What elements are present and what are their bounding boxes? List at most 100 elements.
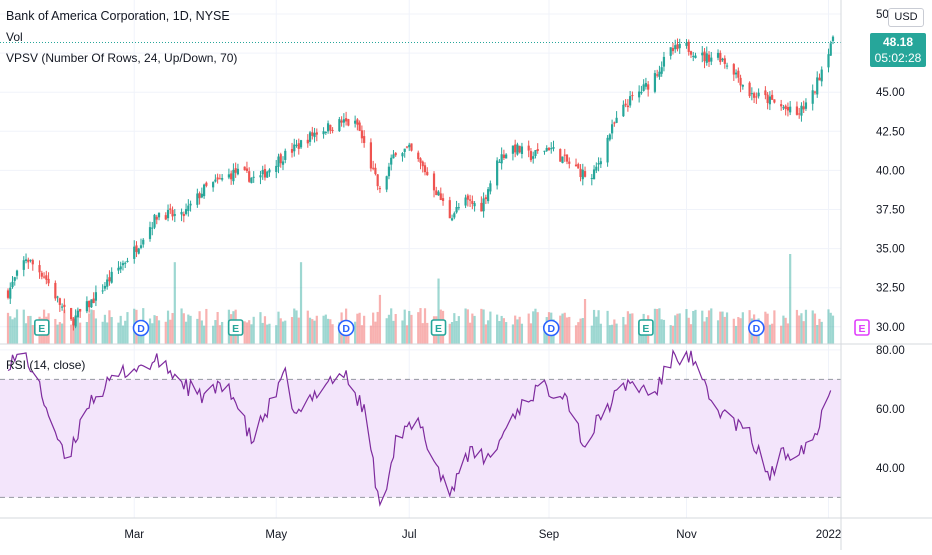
candle-body [498, 161, 501, 163]
candle-body [308, 132, 312, 142]
volume-bar [426, 322, 429, 344]
symbol-legend[interactable]: Bank of America Corporation, 1D, NYSE [6, 9, 230, 23]
volume-bar [716, 320, 720, 344]
candle-body [423, 165, 427, 173]
volume-bar [372, 312, 375, 344]
volume-bar [27, 315, 30, 344]
volume-bar [608, 325, 611, 344]
candle-body [496, 160, 499, 186]
rsi-tick-label: 80.00 [876, 345, 905, 357]
candle-body [24, 259, 28, 261]
candle-body [374, 167, 377, 175]
volume-bar [516, 319, 519, 344]
candle-body [58, 298, 61, 305]
candle-body [390, 157, 393, 165]
volume-bar [326, 318, 330, 344]
dividend-marker[interactable] [748, 319, 765, 337]
candle-body [764, 90, 767, 96]
candle-body [565, 154, 569, 162]
time-tick-label: May [265, 529, 287, 541]
candle-body [297, 143, 300, 149]
candle-body [795, 106, 799, 115]
rsi-tick-label: 60.00 [876, 404, 905, 416]
candle-body [811, 90, 814, 104]
price-tick-label: 45.00 [876, 87, 905, 99]
candle-body [468, 199, 472, 201]
candle-body [658, 71, 661, 77]
dividend-marker[interactable] [542, 319, 560, 337]
candle-body [205, 182, 208, 186]
candle-body [599, 161, 602, 165]
candle-body [723, 58, 726, 64]
candle-body [471, 200, 474, 204]
volume-bar [498, 321, 501, 344]
candle-body [710, 57, 713, 62]
volume-bar [184, 321, 188, 344]
candle-body [137, 248, 140, 254]
volume-bar [15, 309, 19, 344]
candle-body [610, 124, 614, 134]
candle-body [110, 271, 113, 283]
dividend-marker[interactable] [132, 319, 150, 337]
currency-button[interactable]: USD [888, 8, 924, 27]
earnings-marker[interactable] [430, 319, 447, 336]
volume-bar [692, 310, 695, 344]
volume-bar [448, 323, 451, 344]
volume-bar [710, 308, 713, 344]
candle-body [101, 290, 104, 292]
candle-body [401, 153, 404, 157]
candle-body [281, 161, 285, 165]
dividend-marker[interactable] [337, 319, 355, 337]
volume-bar [798, 315, 801, 344]
candle-body [214, 179, 217, 182]
price-tick-label: 30.00 [876, 322, 905, 334]
candle-body [378, 188, 382, 190]
volume-bar [180, 308, 183, 344]
candle-body [45, 275, 48, 280]
candle-body [536, 149, 539, 151]
candle-body [340, 120, 343, 123]
earnings-marker[interactable] [854, 319, 870, 336]
volume-bar [124, 320, 127, 344]
candle-body [277, 156, 280, 167]
candle-body [642, 84, 645, 91]
volume-bar [514, 315, 517, 344]
volume-bar [410, 314, 413, 344]
volume-bar [392, 320, 395, 344]
volume-bar [484, 324, 487, 344]
volume-bar [324, 314, 327, 344]
volume-bar [268, 323, 271, 344]
candle-body [426, 171, 429, 176]
volume-bar [363, 315, 366, 344]
rsi-legend[interactable]: RSI (14, close) [6, 358, 86, 372]
candle-body [739, 77, 742, 86]
volume-bar [520, 323, 524, 344]
volume-bar [79, 322, 82, 344]
volume-legend[interactable]: Vol [6, 30, 23, 44]
candle-body [597, 163, 600, 165]
candle-body [780, 104, 783, 107]
volume-bar [703, 321, 706, 344]
candle-body [322, 131, 325, 135]
volume-bar [827, 309, 830, 344]
volume-bar [205, 308, 208, 344]
candle-body [719, 52, 722, 63]
volume-bar [707, 310, 711, 344]
volume-bar [565, 317, 569, 344]
vpsv-legend[interactable]: VPSV (Number Of Rows, 24, Up/Down, 70) [6, 51, 238, 65]
candle-body [592, 169, 596, 180]
volume-bar [218, 325, 221, 344]
volume-bar [9, 316, 12, 344]
candle-body [295, 144, 298, 146]
time-tick-label: Nov [676, 529, 697, 541]
candle-body [798, 113, 801, 115]
volume-bar [266, 324, 269, 344]
earnings-marker[interactable] [227, 319, 244, 336]
earnings-marker[interactable] [34, 319, 50, 336]
earnings-marker[interactable] [638, 319, 654, 336]
volume-bar [811, 310, 814, 344]
candle-body [392, 154, 395, 159]
volume-bar [784, 317, 787, 344]
